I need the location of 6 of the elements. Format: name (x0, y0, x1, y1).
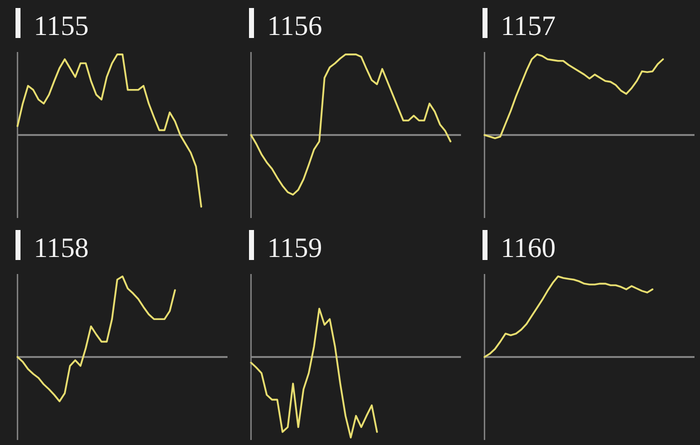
chart-title: 1159 (270, 238, 322, 258)
chart-title: 1157 (503, 16, 555, 36)
chart-title: 1156 (270, 16, 322, 36)
chart-title: 1158 (36, 238, 88, 258)
chart-title: 1160 (503, 238, 555, 258)
chart-title: 1155 (36, 16, 88, 36)
